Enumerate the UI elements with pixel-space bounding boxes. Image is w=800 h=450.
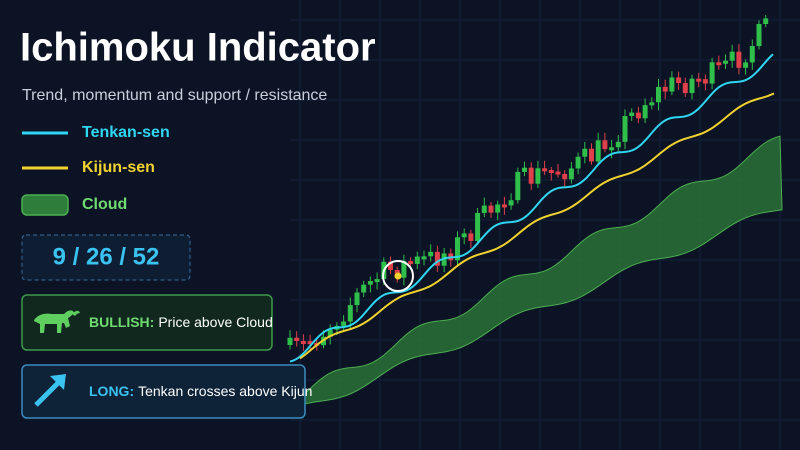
candle-body <box>568 168 574 180</box>
candle-body <box>307 341 313 345</box>
candle-body <box>508 200 514 206</box>
candle-body <box>622 116 628 142</box>
candle-body <box>575 156 581 169</box>
crossover-dot <box>394 272 402 280</box>
subtitle: Trend, momentum and support / resistance <box>22 87 327 104</box>
candle-body <box>602 140 608 150</box>
candle-body <box>743 62 749 68</box>
candle-body <box>408 261 414 265</box>
candle-body <box>441 253 447 266</box>
candle-body <box>635 112 641 119</box>
candle-body <box>615 141 621 148</box>
candle-body <box>676 77 682 84</box>
signal-label: LONG: <box>89 383 134 399</box>
candle-body <box>341 321 347 326</box>
candle-body <box>669 77 675 92</box>
candle-body <box>522 167 527 172</box>
indicator-line <box>299 92 775 360</box>
signal-text: Price above Cloud <box>158 314 272 330</box>
candle-body <box>495 204 501 213</box>
candle-body <box>629 112 635 117</box>
candle-body <box>374 279 380 283</box>
candle-body <box>515 171 521 201</box>
signal: BULLISH: Price above Cloud <box>89 314 273 330</box>
candle-body <box>609 147 615 151</box>
candle-body <box>475 212 481 241</box>
candle-body <box>642 105 648 119</box>
candle-body <box>455 237 460 261</box>
signal-label: BULLISH: <box>89 314 154 330</box>
settings-text: 9 / 26 / 52 <box>53 243 160 270</box>
crossover-marker <box>382 260 414 292</box>
candle-body <box>354 292 360 306</box>
candle-body <box>481 205 487 213</box>
candle-body <box>300 341 306 345</box>
candle-body <box>347 305 353 322</box>
signal-text: Tenkan crosses above Kijun <box>138 383 312 399</box>
cloud <box>299 135 783 406</box>
long-box <box>21 364 306 419</box>
candle-body <box>367 281 373 285</box>
indicator-line <box>289 53 774 363</box>
legend-label: Cloud <box>82 196 127 213</box>
legend-label: Kijun-sen <box>82 159 155 176</box>
candle-body <box>723 60 728 64</box>
candle-body <box>763 18 769 24</box>
candle-body <box>702 79 708 84</box>
indicator-lines <box>289 53 775 363</box>
candle-body <box>716 62 722 66</box>
candle-body <box>595 140 601 162</box>
candle-body <box>501 204 507 208</box>
legend-label: Tenkan-sen <box>82 124 170 141</box>
candle-body <box>327 329 333 337</box>
candle-body <box>401 261 407 278</box>
candle-body <box>488 205 494 213</box>
candle-body <box>562 173 568 180</box>
candle-body <box>287 337 293 345</box>
candles <box>287 14 769 351</box>
candle-body <box>656 86 661 103</box>
candle-body <box>696 78 702 82</box>
candle-body <box>468 233 474 241</box>
candle-body <box>682 83 688 94</box>
title: Ichimoku Indicator <box>20 26 376 70</box>
bull-icon <box>34 310 80 333</box>
signal: LONG: Tenkan crosses above Kijun <box>89 383 312 399</box>
candle-body <box>689 78 695 94</box>
candle-body <box>756 23 762 47</box>
candle-body <box>421 256 427 260</box>
settings-box <box>21 234 191 281</box>
candle-body <box>729 51 735 61</box>
cloud-area <box>299 135 783 406</box>
candle-body <box>428 251 434 257</box>
candle-body <box>709 62 715 84</box>
bullish-box <box>21 294 273 351</box>
arrow-icon <box>34 374 66 407</box>
candle-body <box>528 167 534 184</box>
candle-body <box>434 251 440 266</box>
candle-body <box>461 233 467 238</box>
candle-body <box>548 169 554 173</box>
candle-body <box>662 86 668 92</box>
candle-body <box>535 168 541 184</box>
candle-body <box>589 148 594 162</box>
candle-body <box>388 261 393 270</box>
candle-body <box>582 148 588 157</box>
candle-body <box>749 46 755 63</box>
candle-body <box>555 171 561 175</box>
candle-body <box>649 102 655 106</box>
candle-body <box>294 337 300 342</box>
candle-body <box>414 256 420 264</box>
candle-body <box>361 284 367 293</box>
legend-swatch <box>21 194 69 216</box>
candle-body <box>736 51 742 68</box>
candle-body <box>542 168 548 172</box>
